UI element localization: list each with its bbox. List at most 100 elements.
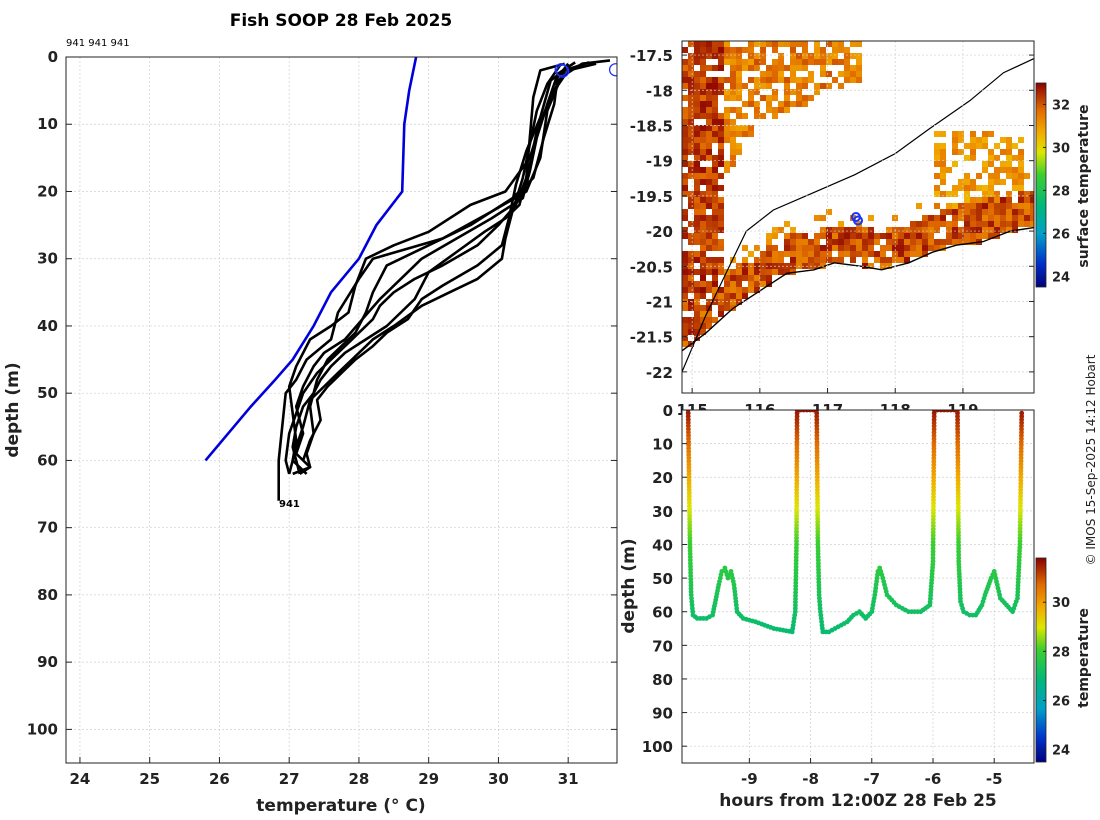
sst-pixel [844,53,850,59]
sst-pixel [712,197,718,203]
sst-pixel [706,233,712,239]
profile-ytick-label: 70 [37,519,58,537]
sst-pixel [682,317,688,323]
sst-pixel [994,209,1000,215]
profile-line-p4 [291,61,590,475]
sst-pixel [1030,197,1034,203]
sst-pixel [844,59,850,65]
sst-pixel [748,53,754,59]
sst-pixel [742,269,748,275]
sst-pixel [940,179,946,185]
sst-pixel [790,227,796,233]
profile-ytick-label: 90 [37,653,58,671]
sst-pixel [964,143,970,149]
profile-line-p3 [298,62,570,475]
sst-pixel [694,179,700,185]
sst-pixel [958,179,964,185]
sst-pixel [682,137,688,143]
sst-pixel [934,221,940,227]
sst-pixel [1000,161,1006,167]
sst-pixel [820,71,826,77]
sst-pixel [1018,179,1024,185]
sst-pixel [922,227,928,233]
sst-pixel [778,53,784,59]
sst-pixel [688,269,694,275]
sst-pixel [1000,215,1006,221]
sst-pixel [898,251,904,257]
sst-pixel [694,89,700,95]
sst-pixel [946,227,952,233]
sst-pixel [760,41,766,47]
sst-pixel [922,245,928,251]
sst-pixel [748,89,754,95]
sst-pixel [760,281,766,287]
sst-pixel [796,59,802,65]
sst-pixel [700,215,706,221]
sst-pixel [1024,203,1030,209]
sst-pixel [964,155,970,161]
sst-pixel [706,323,712,329]
sst-pixel [970,149,976,155]
sst-pixel [892,245,898,251]
sst-pixel [772,257,778,263]
sst-pixel [682,95,688,101]
map-lines [682,58,1034,373]
sst-pixel [694,209,700,215]
sst-pixel [772,113,778,119]
sst-pixel [718,221,724,227]
sst-pixel [994,173,1000,179]
sst-pixel [940,191,946,197]
sst-pixel [688,221,694,227]
sst-pixel [826,257,832,263]
sst-pixel [814,257,820,263]
map-ytick-label: -19 [646,153,673,171]
sst-pixel [814,251,820,257]
sst-pixel [1018,221,1024,227]
sst-pixel [814,53,820,59]
profile-ytick-label: 0 [48,48,58,66]
sst-pixel [1030,203,1034,209]
sst-pixel [832,239,838,245]
sst-pixel [742,245,748,251]
sst-pixel [772,251,778,257]
profile-line-p8 [292,61,576,476]
sst-pixel [796,41,802,47]
sst-pixel [730,137,736,143]
section-panel: -9 -8 -7 -6 -5 0 10 20 30 40 50 60 70 80 90 100 hours f… [619,402,1092,811]
sst-pixel [718,293,724,299]
sst-pixel [790,89,796,95]
sst-pixel [778,107,784,113]
sst-pixel [730,149,736,155]
sst-pixel [784,41,790,47]
sst-pixel [784,245,790,251]
sst-pixel [868,215,874,221]
sst-pixel [694,287,700,293]
profile-xtick-label: 25 [139,770,160,788]
sst-pixel [844,233,850,239]
sst-pixel [844,65,850,71]
sst-pixel [772,89,778,95]
section-dot [931,484,936,490]
sst-pixel [700,173,706,179]
sst-pixel [712,203,718,209]
sst-pixel [730,83,736,89]
sst-pixel [802,95,808,101]
sst-pixel [772,77,778,83]
sst-pixel [766,41,772,47]
figure-title: Fish SOOP 28 Feb 2025 [230,11,453,31]
sst-pixel [694,335,700,341]
sst-pixel [910,245,916,251]
sst-pixel [712,167,718,173]
sst-pixel [778,71,784,77]
sst-pixel [694,299,700,305]
sst-pixel [1030,215,1034,221]
sst-pixel [706,149,712,155]
sst-pixel [730,269,736,275]
sst-pixel [838,47,844,53]
sst-pixel [958,227,964,233]
sst-pixel [904,245,910,251]
sst-pixel [982,137,988,143]
sst-pixel [772,107,778,113]
sst-pixel [784,101,790,107]
sst-pixel [868,239,874,245]
